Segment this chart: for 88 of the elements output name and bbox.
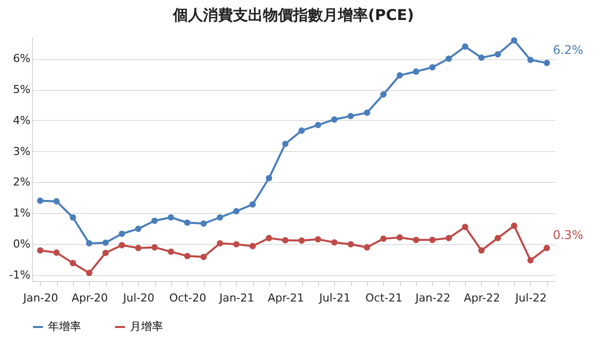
point <box>135 226 142 232</box>
point <box>266 234 272 242</box>
point <box>168 214 174 221</box>
annotation: 0.3% <box>552 228 584 242</box>
point <box>86 240 92 246</box>
point <box>494 51 501 58</box>
point <box>266 174 272 182</box>
x-tick-label: Apr-22 <box>464 292 500 304</box>
point <box>184 219 190 226</box>
point <box>348 241 354 248</box>
point <box>462 43 468 50</box>
point <box>364 244 370 250</box>
point <box>168 248 174 255</box>
y-tick-label: 5% <box>13 83 30 96</box>
y-tick-label: -1% <box>9 268 30 282</box>
x-tick-label: Jul-21 <box>318 292 350 304</box>
point <box>37 198 44 204</box>
legend-label: 年增率 <box>48 320 81 333</box>
point <box>70 260 76 266</box>
y-tick-label: 1% <box>13 206 30 220</box>
x-tick-label: Jan-22 <box>414 292 450 304</box>
point <box>233 241 240 248</box>
point <box>282 140 288 148</box>
point <box>510 222 518 229</box>
x-tick-label: Oct-21 <box>365 292 402 304</box>
x-tick-label: Jul-22 <box>514 292 547 304</box>
point <box>380 91 387 98</box>
point <box>282 237 288 244</box>
point <box>135 244 142 252</box>
point <box>412 236 420 244</box>
point <box>331 239 338 246</box>
point <box>446 234 452 242</box>
legend-label: 月增率 <box>130 320 163 333</box>
x-tick-label: Apr-20 <box>72 292 108 304</box>
point <box>118 230 126 237</box>
point <box>380 236 387 242</box>
point <box>544 244 550 252</box>
y-tick-label: 3% <box>13 144 30 158</box>
point <box>86 270 92 276</box>
point <box>118 242 126 248</box>
y-tick-label: 4% <box>13 114 30 127</box>
point <box>249 201 256 208</box>
point <box>298 237 305 244</box>
point <box>478 247 485 254</box>
point <box>331 116 338 123</box>
point <box>53 249 60 256</box>
point <box>53 198 60 204</box>
point <box>412 68 420 75</box>
point <box>478 54 485 61</box>
point <box>527 257 534 264</box>
point <box>446 55 452 62</box>
point <box>151 218 158 224</box>
point <box>200 220 207 227</box>
y-tick-label: 6% <box>13 52 30 66</box>
point <box>151 244 158 250</box>
point <box>102 250 109 256</box>
point <box>200 254 207 260</box>
x-tick-label: Jan-20 <box>22 292 58 304</box>
x-tick-label: Apr-21 <box>268 292 304 304</box>
point <box>510 37 518 44</box>
point <box>494 234 501 242</box>
point <box>364 110 370 116</box>
x-tick-label: Jul-20 <box>122 292 154 304</box>
y-tick-label: 0% <box>13 237 30 250</box>
chart-title: 個人消費支出物價指數月增率(PCE) <box>172 6 414 24</box>
point <box>462 224 468 230</box>
point <box>216 214 224 221</box>
x-tick-label: Oct-20 <box>169 292 206 304</box>
point <box>70 214 76 221</box>
point <box>249 242 256 250</box>
point <box>527 56 534 64</box>
point <box>184 252 190 260</box>
point <box>348 112 354 120</box>
point <box>216 240 224 246</box>
point <box>396 72 403 78</box>
point <box>314 236 322 242</box>
point <box>298 127 305 134</box>
point <box>102 240 109 246</box>
y-tick-label: 2% <box>13 176 30 189</box>
point <box>429 64 436 70</box>
point <box>233 208 240 214</box>
x-tick-label: Jan-21 <box>218 292 254 304</box>
point <box>37 247 44 254</box>
point <box>429 236 436 244</box>
point <box>544 60 550 66</box>
point <box>396 234 403 241</box>
annotation: 6.2% <box>552 42 584 57</box>
point <box>314 122 322 128</box>
